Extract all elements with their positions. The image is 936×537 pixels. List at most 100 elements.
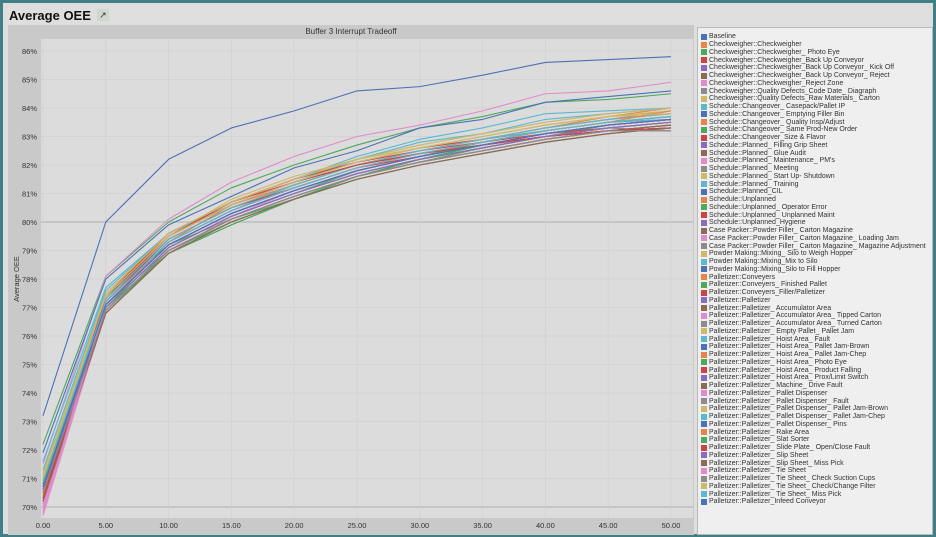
y-tick-label: 70% — [22, 503, 37, 512]
legend-item[interactable]: Baseline — [701, 33, 932, 41]
legend-item[interactable]: Palletizer::Palletizer_ Tie Sheet — [701, 467, 932, 475]
legend-item[interactable]: Palletizer::Palletizer_ Hoist Area_ Pall… — [701, 351, 932, 359]
y-tick-label: 80% — [22, 218, 37, 227]
series-line-55 — [42, 127, 672, 502]
legend-label: Palletizer::Palletizer_ Hoist Area_ Prod… — [709, 366, 862, 374]
legend-swatch — [701, 374, 707, 381]
legend-item[interactable]: Schedule::Changeover_ Same Prod-New Orde… — [701, 126, 932, 134]
legend-item[interactable]: Palletizer::Palletizer_ Accumulator Area… — [701, 312, 932, 320]
legend-item[interactable]: Palletizer::Palletizer_ Slat Sorter — [701, 436, 932, 444]
legend-item[interactable]: Powder Making::Mixing_ Silo to Weigh Hop… — [701, 250, 932, 258]
legend-swatch — [701, 359, 707, 366]
legend-item[interactable]: Checkweigher::Checkweigher_Back Up Conve… — [701, 72, 932, 80]
legend-item[interactable]: Palletizer::Palletizer_ Rake Area — [701, 428, 932, 436]
legend-swatch — [701, 49, 707, 56]
legend-item[interactable]: Palletizer::Palletizer_ Pallet Dispenser — [701, 390, 932, 398]
legend-item[interactable]: Palletizer::Conveyers_Filler/Palletizer — [701, 289, 932, 297]
legend-label: Schedule::Changeover_ Same Prod-New Orde… — [709, 126, 858, 134]
legend-item[interactable]: Schedule::Planned_ Start Up- Shutdown — [701, 173, 932, 181]
legend-item[interactable]: Palletizer::Palletizer_ Slip Sheet_ Miss… — [701, 459, 932, 467]
legend-item[interactable]: Palletizer::Palletizer_ Pallet Dispenser… — [701, 405, 932, 413]
legend-label: Powder Making::Mixing_Mix to Silo — [709, 258, 818, 266]
legend-swatch — [701, 95, 707, 102]
legend: Baseline Checkweigher::Checkweigher Checkw… — [697, 27, 933, 535]
legend-label: Palletizer::Conveyers_ Finished Pallet — [709, 281, 827, 289]
series-line-54 — [42, 121, 672, 491]
legend-item[interactable]: Palletizer::Palletizer_ Pallet Dispenser… — [701, 413, 932, 421]
legend-label: Palletizer::Palletizer_ Tie Sheet — [709, 467, 806, 475]
legend-item[interactable]: Palletizer::Palletizer_ Empty Pallet_ Pa… — [701, 328, 932, 336]
legend-item[interactable]: Palletizer::Palletizer_ Accumulator Area… — [701, 320, 932, 328]
external-link-icon[interactable]: ↗ — [96, 9, 109, 21]
legend-label: Palletizer::Palletizer — [709, 296, 771, 304]
legend-swatch — [701, 343, 707, 350]
legend-item[interactable]: Palletizer::Palletizer_ Accumulator Area — [701, 304, 932, 312]
legend-item[interactable]: Schedule::Planned_ Maintenance_ PM's — [701, 157, 932, 165]
legend-item[interactable]: Palletizer::Palletizer_ Tie Sheet_ Miss … — [701, 490, 932, 498]
legend-item[interactable]: Palletizer::Palletizer_ Tie Sheet_ Check… — [701, 475, 932, 483]
legend-label: Palletizer::Palletizer_ Rake Area — [709, 428, 809, 436]
legend-label: Palletizer::Palletizer_ Empty Pallet_ Pa… — [709, 327, 855, 335]
legend-item[interactable]: Schedule::Unplanned_ Unplanned Maint — [701, 211, 932, 219]
legend-item[interactable]: Schedule::Changeover_Size & Flavor — [701, 134, 932, 142]
legend-item[interactable]: Schedule::Changeover_ Quality Insp/Adjus… — [701, 118, 932, 126]
legend-item[interactable]: Case Packer::Powder Filler_ Carton Magaz… — [701, 235, 932, 243]
chart-title: Buffer 3 Interrupt Tradeoff — [305, 27, 397, 36]
legend-item[interactable]: Schedule::Planned_ Glue Audit — [701, 149, 932, 157]
legend-swatch — [701, 165, 707, 172]
legend-swatch — [701, 243, 707, 250]
legend-item[interactable]: Checkweigher::Checkweigher_Reject Zone — [701, 80, 932, 88]
legend-item[interactable]: Schedule::Planned_ Meeting — [701, 165, 932, 173]
legend-item[interactable]: Checkweigher::Checkweigher_Back Up Conve… — [701, 56, 932, 64]
legend-item[interactable]: Palletizer::Palletizer_ Hoist Area_ Phot… — [701, 359, 932, 367]
legend-item[interactable]: Palletizer::Palletizer_ Slip Sheet — [701, 452, 932, 460]
legend-item[interactable]: Schedule::Changeover_ Emptying Filler Bi… — [701, 111, 932, 119]
legend-item[interactable]: Palletizer::Conveyers_ Finished Pallet — [701, 281, 932, 289]
y-axis-label: Average OEE — [12, 256, 21, 302]
legend-item[interactable]: Schedule::Unplanned_ Operator Error — [701, 204, 932, 212]
legend-item[interactable]: Checkweigher::Quality Defects_Raw Materi… — [701, 95, 932, 103]
legend-swatch — [701, 103, 707, 110]
line-chart: 70% 71% 72% 73% 74% 75% 76% 77% 78% 79% 80% 81% 82% 8… — [12, 39, 693, 530]
legend-item[interactable]: Checkweigher::Checkweigher_ Photo Eye — [701, 49, 932, 57]
legend-item[interactable]: Palletizer::Palletizer_ Hoist Area_ Faul… — [701, 335, 932, 343]
legend-label: Schedule::Changeover_ Emptying Filler Bi… — [709, 110, 845, 118]
legend-item[interactable]: Schedule::Planned_ Filling Grip Sheet — [701, 142, 932, 150]
legend-item[interactable]: Checkweigher::Checkweigher — [701, 41, 932, 49]
x-tick-label: 25.00 — [348, 521, 367, 530]
legend-item[interactable]: Powder Making::Mixing_Silo to Fill Hoppe… — [701, 266, 932, 274]
legend-item[interactable]: Case Packer::Powder Filler_ Carton Magaz… — [701, 227, 932, 235]
legend-item[interactable]: Palletizer::Conveyers — [701, 273, 932, 281]
legend-item[interactable]: Schedule::Unplanned_Hygiene — [701, 219, 932, 227]
legend-item[interactable]: Palletizer::Palletizer_ Machine_ Drive F… — [701, 382, 932, 390]
legend-item[interactable]: Schedule::Planned_ Training — [701, 180, 932, 188]
legend-swatch — [701, 80, 707, 87]
legend-label: Palletizer::Palletizer_Infeed Conveyor — [709, 498, 826, 506]
legend-label: Schedule::Planned_ Maintenance_ PM's — [709, 157, 835, 165]
legend-item[interactable]: Palletizer::Palletizer_ Pallet Dispenser… — [701, 421, 932, 429]
legend-item[interactable]: Schedule::Unplanned — [701, 196, 932, 204]
legend-item[interactable]: Palletizer::Palletizer_ Pallet Dispenser… — [701, 397, 932, 405]
y-tick-label: 72% — [22, 446, 37, 455]
y-tick-label: 77% — [22, 304, 37, 313]
legend-item[interactable]: Palletizer::Palletizer_ Hoist Area_ Prod… — [701, 366, 932, 374]
legend-label: Schedule::Planned_CIL — [709, 188, 783, 196]
legend-item[interactable]: Schedule::Changeover_ Casepack/Pallet IP — [701, 103, 932, 111]
y-tick-label: 85% — [22, 76, 37, 85]
legend-item[interactable]: Palletizer::Palletizer_ Slide Plate_ Ope… — [701, 444, 932, 452]
legend-item[interactable]: Schedule::Planned_CIL — [701, 188, 932, 196]
legend-label: Checkweigher::Quality Defects_Raw Materi… — [709, 95, 880, 103]
legend-item[interactable]: Checkweigher::Quality Defects_Code Date_… — [701, 87, 932, 95]
legend-item[interactable]: Palletizer::Palletizer_ Hoist Area_ Pall… — [701, 343, 932, 351]
legend-swatch — [701, 390, 707, 397]
legend-item[interactable]: Palletizer::Palletizer_ Hoist Area_ Prox… — [701, 374, 932, 382]
legend-item[interactable]: Palletizer::Palletizer_ Tie Sheet_ Check… — [701, 483, 932, 491]
legend-swatch — [701, 274, 707, 281]
legend-label: Palletizer::Palletizer_ Pallet Dispenser — [709, 389, 828, 397]
legend-item[interactable]: Palletizer::Palletizer_Infeed Conveyor — [701, 498, 932, 506]
legend-item[interactable]: Case Packer::Powder Filler_ Carton Magaz… — [701, 242, 932, 250]
legend-item[interactable]: Powder Making::Mixing_Mix to Silo — [701, 258, 932, 266]
legend-swatch — [701, 413, 707, 420]
legend-item[interactable]: Checkweigher::Checkweigher_Back Up Conve… — [701, 64, 932, 72]
legend-item[interactable]: Palletizer::Palletizer — [701, 297, 932, 305]
